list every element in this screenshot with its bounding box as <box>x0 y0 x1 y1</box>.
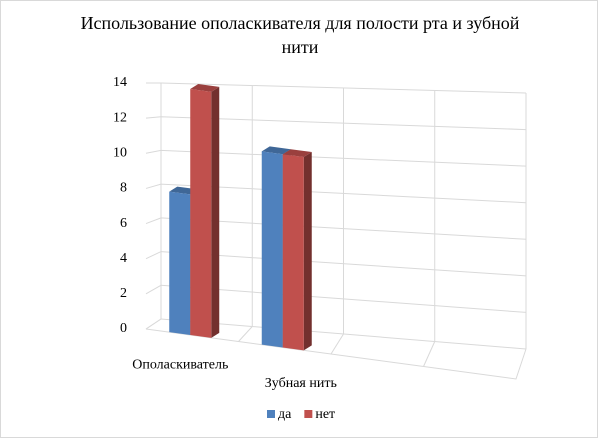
grid-line <box>146 82 527 94</box>
y-tick-label: 14 <box>113 75 127 90</box>
grid-line <box>145 217 527 240</box>
x-tick-label: Зубная нить <box>265 376 337 391</box>
bar <box>190 83 220 338</box>
x-tick-label: Ополаскиватель <box>132 357 228 372</box>
bar-side <box>303 152 312 351</box>
y-tick-label: 4 <box>120 251 127 266</box>
column-divider <box>423 90 436 367</box>
legend-label: нет <box>315 407 335 422</box>
bar-top <box>190 83 220 92</box>
y-tick-label: 12 <box>113 110 127 125</box>
bar-side <box>211 86 220 338</box>
y-tick-label: 6 <box>120 216 127 231</box>
column-divider <box>238 85 253 342</box>
legend-swatch <box>267 410 275 418</box>
back-wall <box>160 83 527 349</box>
bar-top <box>261 146 291 155</box>
chart-title: Использование ополаскивателя для полости… <box>80 13 520 57</box>
grid-line <box>145 284 527 313</box>
legend-label: да <box>278 407 292 422</box>
y-tick-label: 10 <box>113 146 127 161</box>
legend-swatch <box>304 410 313 418</box>
grid-line <box>145 149 527 167</box>
y-tick-label: 2 <box>120 286 127 301</box>
y-tick-label: 8 <box>120 181 127 196</box>
bar <box>282 149 312 351</box>
bar-front <box>190 88 212 338</box>
column-divider <box>330 88 344 355</box>
bar-front <box>169 191 191 335</box>
bar-front <box>282 154 304 351</box>
bar-top <box>282 149 312 158</box>
grid-line <box>145 251 527 277</box>
bar-front <box>261 151 283 348</box>
grid <box>145 82 527 380</box>
grid-line <box>145 318 527 350</box>
grid-line <box>145 116 527 131</box>
y-tick-label: 0 <box>120 321 127 336</box>
grid-line <box>145 183 527 204</box>
